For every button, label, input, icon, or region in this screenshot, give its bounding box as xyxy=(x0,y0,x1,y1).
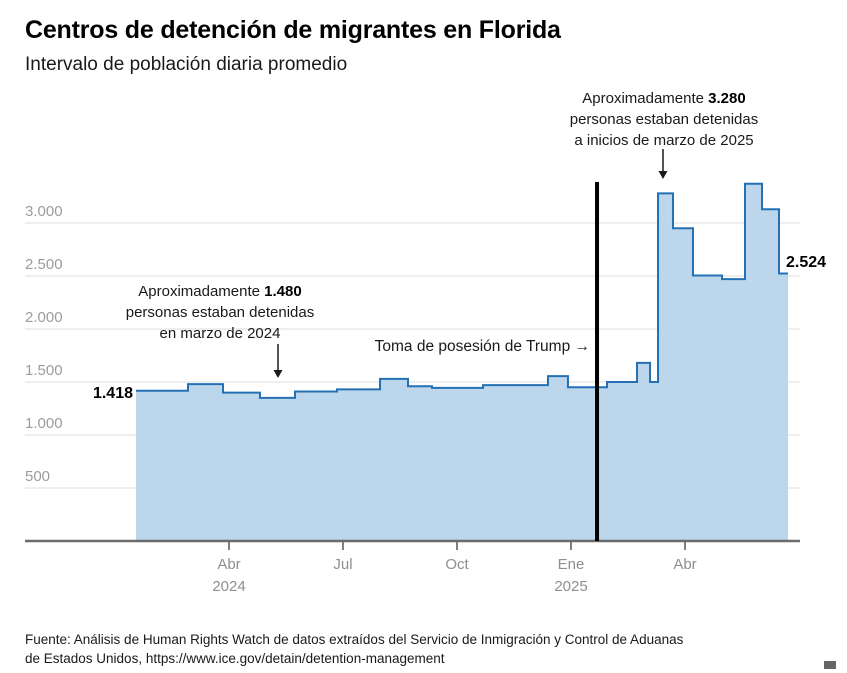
annotation-value: 1.480 xyxy=(264,283,302,300)
year-label-2025: 2025 xyxy=(554,578,588,595)
y-axis-label-3000: 3.000 xyxy=(25,203,63,220)
y-axis-label-1000: 1.000 xyxy=(25,415,63,432)
annotation-arrow-head xyxy=(658,171,668,179)
x-axis-label-abr-2025: Abr xyxy=(673,556,697,573)
annotation-line: a inicios de marzo de 2025 xyxy=(574,132,754,149)
series-line xyxy=(135,182,788,399)
x-axis-label-abr-2024: Abr xyxy=(217,556,241,573)
annotation-line: personas estaban detenidas xyxy=(125,304,315,321)
annotation-line: Aproximadamente 3.280 xyxy=(545,88,783,109)
annotation-march-2024: Aproximadamente 1.480 personas estaban d… xyxy=(104,281,336,344)
chart-subtitle: Intervalo de población diaria promedio xyxy=(25,54,348,75)
chart-title: Centros de detención de migrantes en Flo… xyxy=(25,16,561,44)
annotation-march-2025: Aproximadamente 3.280 personas estaban d… xyxy=(545,88,783,151)
annotation-arrow-head xyxy=(273,370,283,378)
annotation-line: Aproximadamente 1.480 xyxy=(104,281,336,302)
annotation-prefix: Aproximadamente xyxy=(582,90,709,107)
end-value-label: 2.524 xyxy=(786,254,827,271)
start-value-label: 1.418 xyxy=(92,385,133,402)
annotation-prefix: Aproximadamente xyxy=(138,283,265,300)
y-axis-label-500: 500 xyxy=(25,468,51,485)
source-note: Fuente: Análisis de Human Rights Watch d… xyxy=(25,630,785,668)
source-line-1: Fuente: Análisis de Human Rights Watch d… xyxy=(25,632,684,647)
y-axis-label-2500: 2.500 xyxy=(25,256,63,273)
x-axis-label-ene-2025: Ene xyxy=(557,556,585,573)
annotation-line: personas estaban detenidas xyxy=(569,111,759,128)
y-axis-label-2000: 2.000 xyxy=(25,309,63,326)
year-label-2024: 2024 xyxy=(212,578,246,595)
annotation-line: en marzo de 2024 xyxy=(159,325,281,342)
source-line-2: de Estados Unidos, https://www.ice.gov/d… xyxy=(25,651,445,666)
area-fill xyxy=(135,183,788,541)
y-axis-label-1500: 1.500 xyxy=(25,362,63,379)
x-axis-label-oct-2024: Oct xyxy=(445,556,469,573)
annotation-value: 3.280 xyxy=(708,90,746,107)
corner-mark xyxy=(824,661,836,669)
trump-inauguration-label: Toma de posesión de Trump → xyxy=(374,338,590,355)
x-axis-label-jul-2024: Jul xyxy=(333,556,353,573)
